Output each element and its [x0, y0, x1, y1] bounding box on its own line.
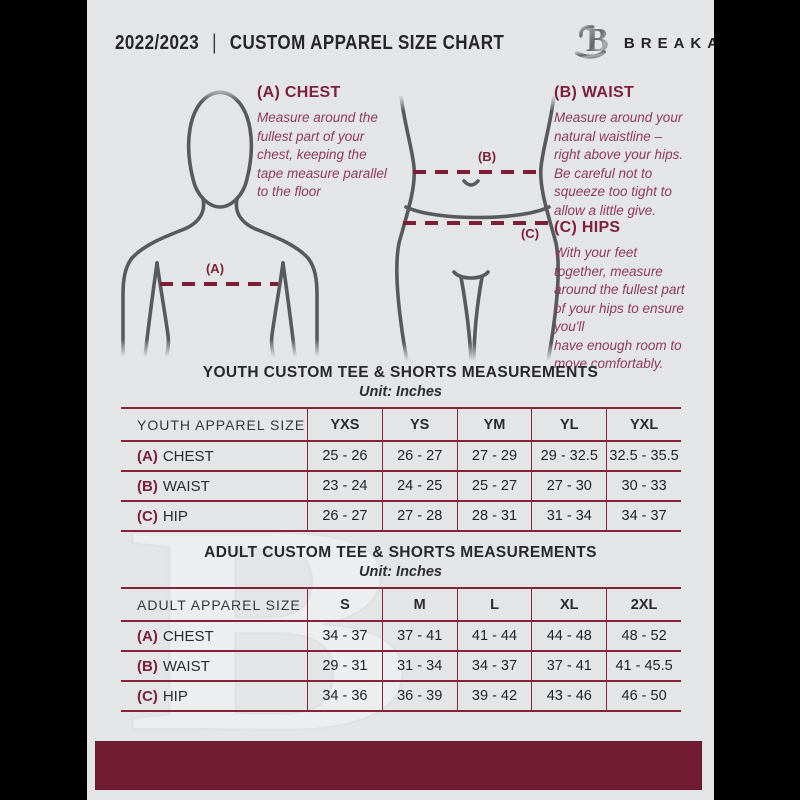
hips-guide: (C) HIPS With your feet together, measur…	[554, 219, 714, 374]
table-row: (C) HIP 26 - 27 27 - 28 28 - 31 31 - 34 34 - 3…	[121, 500, 681, 530]
youth-table-unit: Unit: Inches	[359, 384, 442, 400]
size-value-cell: 27 - 30	[531, 472, 606, 500]
left-black-bar	[0, 0, 87, 800]
table-row: (A) CHEST 25 - 26 26 - 27 27 - 29 29 - 32.5 32…	[121, 440, 681, 470]
measurement-prefix: (A)	[137, 627, 158, 645]
adult-table-title: ADULT CUSTOM TEE & SHORTS MEASUREMENTS	[204, 544, 597, 561]
size-column-header: L	[456, 589, 532, 620]
waist-line-marker: (B)	[477, 149, 497, 164]
measurement-row-label: (A) CHEST	[137, 627, 214, 645]
adult-table-unit: Unit: Inches	[359, 564, 442, 580]
measurement-prefix: (C)	[137, 507, 158, 525]
chest-guide: (A) CHEST Measure around the fullest par…	[257, 84, 407, 202]
size-value-cell: 25 - 26	[307, 442, 382, 470]
size-value-cell: 25 - 27	[456, 472, 532, 500]
size-value-cell: 31 - 34	[381, 652, 457, 680]
size-value-cell: 30 - 33	[606, 472, 681, 500]
size-column-header: S	[307, 589, 382, 620]
size-column-header: M	[381, 589, 457, 620]
footer-accent-bar	[95, 741, 702, 790]
waist-guide: (B) WAIST Measure around your natural wa…	[554, 84, 714, 220]
breakaway-logo-icon: B	[573, 20, 615, 67]
size-value-cell: 31 - 34	[531, 502, 606, 530]
size-value-cell: 23 - 24	[307, 472, 382, 500]
table-row: (B) WAIST 29 - 31 31 - 34 34 - 37 37 - 41 41 -…	[121, 650, 681, 680]
measurement-row-label: (B) WAIST	[137, 477, 210, 495]
size-value-cell: 26 - 27	[381, 442, 457, 470]
size-column-header: YXS	[307, 409, 382, 440]
size-value-cell: 34 - 37	[456, 652, 532, 680]
table-row: (A) CHEST 34 - 37 37 - 41 41 - 44 44 - 48 48 -…	[121, 620, 681, 650]
table-header-row: YOUTH APPAREL SIZE YXS YS YM YL YXL	[121, 407, 681, 440]
size-value-cell: 48 - 52	[606, 622, 681, 650]
size-value-cell: 37 - 41	[381, 622, 457, 650]
size-value-cell: 37 - 41	[531, 652, 606, 680]
size-chart-document: B 2022/2023 | CUSTOM APPAREL SIZE CHART	[87, 0, 714, 800]
size-value-cell: 41 - 45.5	[606, 652, 681, 680]
size-value-cell: 32.5 - 35.5	[606, 442, 681, 470]
hips-guide-body: With your feet together, measure around …	[554, 245, 685, 371]
chest-figure-illustration	[120, 85, 320, 359]
brand-name: BREAKAWAY	[623, 34, 714, 52]
measurement-prefix: (A)	[137, 447, 158, 465]
size-value-cell: 34 - 37	[307, 622, 382, 650]
size-label-header: ADULT APPAREL SIZE	[137, 596, 301, 613]
hip-line-marker: (C)	[520, 226, 540, 241]
size-value-cell: 43 - 46	[531, 682, 606, 710]
youth-table-title: YOUTH CUSTOM TEE & SHORTS MEASUREMENTS	[202, 364, 599, 381]
measurement-row-label: (A) CHEST	[137, 447, 214, 465]
hips-guide-heading: (C) HIPS	[554, 219, 621, 236]
measurement-row-label: (C) HIP	[137, 507, 188, 525]
svg-text:B: B	[586, 22, 609, 59]
size-value-cell: 28 - 31	[456, 502, 532, 530]
size-label-header: YOUTH APPAREL SIZE	[137, 416, 306, 433]
chest-guide-body: Measure around the fullest part of your …	[257, 110, 387, 199]
size-value-cell: 29 - 31	[307, 652, 382, 680]
size-value-cell: 34 - 36	[307, 682, 382, 710]
size-value-cell: 36 - 39	[381, 682, 457, 710]
title-main: CUSTOM APPAREL SIZE CHART	[229, 31, 505, 54]
size-value-cell: 41 - 44	[456, 622, 532, 650]
measurement-row-label: (B) WAIST	[137, 657, 210, 675]
right-black-bar	[713, 0, 800, 800]
size-column-header: YM	[456, 409, 532, 440]
size-column-header: 2XL	[606, 589, 681, 620]
title-year: 2022/2023	[115, 31, 200, 54]
measurement-prefix: (B)	[137, 477, 158, 495]
size-value-cell: 29 - 32.5	[531, 442, 606, 470]
title-separator: |	[211, 31, 218, 54]
size-value-cell: 26 - 27	[307, 502, 382, 530]
youth-size-table: YOUTH APPAREL SIZE YXS YS YM YL YXL (A) CHEST 25…	[121, 407, 681, 532]
chest-guide-heading: (A) CHEST	[257, 84, 341, 101]
size-value-cell: 27 - 29	[456, 442, 532, 470]
size-column-header: YXL	[606, 409, 681, 440]
document-header: 2022/2023 | CUSTOM APPAREL SIZE CHART B	[115, 22, 714, 62]
size-value-cell: 34 - 37	[606, 502, 681, 530]
size-value-cell: 46 - 50	[606, 682, 681, 710]
table-header-row: ADULT APPAREL SIZE S M L XL 2XL	[121, 587, 681, 620]
waist-hip-figure-illustration	[390, 93, 565, 363]
chest-line-marker: (A)	[205, 261, 225, 276]
waist-guide-body: Measure around your natural waistline – …	[554, 110, 684, 218]
size-column-header: YL	[531, 409, 606, 440]
measurement-prefix: (C)	[137, 687, 158, 705]
size-value-cell: 44 - 48	[531, 622, 606, 650]
brand-watermark: B	[124, 462, 417, 794]
table-row: (B) WAIST 23 - 24 24 - 25 25 - 27 27 - 30 30 -…	[121, 470, 681, 500]
size-value-cell: 24 - 25	[381, 472, 457, 500]
table-row: (C) HIP 34 - 36 36 - 39 39 - 42 43 - 46 46 - 5…	[121, 680, 681, 710]
adult-size-table: ADULT APPAREL SIZE S M L XL 2XL (A) CHEST 34 - 3…	[121, 587, 681, 712]
brand-lockup: B BREAKAWAY	[573, 20, 714, 67]
size-value-cell: 39 - 42	[456, 682, 532, 710]
waist-guide-heading: (B) WAIST	[554, 84, 635, 101]
document-title: 2022/2023 | CUSTOM APPAREL SIZE CHART	[115, 31, 504, 55]
size-value-cell: 27 - 28	[381, 502, 457, 530]
measurement-prefix: (B)	[137, 657, 158, 675]
size-column-header: YS	[381, 409, 457, 440]
size-column-header: XL	[531, 589, 606, 620]
measurement-row-label: (C) HIP	[137, 687, 188, 705]
